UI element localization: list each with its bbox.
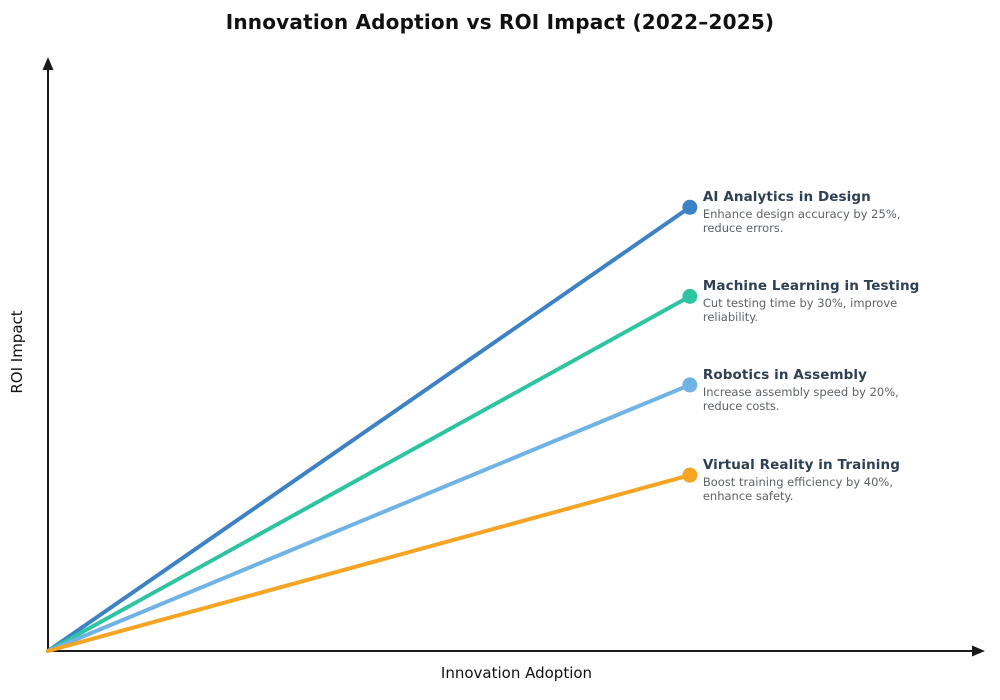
series-annotation-description: Increase assembly speed by 20%, reduce c… — [702, 384, 899, 413]
series-line — [46, 294, 692, 653]
series-annotation: AI Analytics in Design Enhance design acc… — [703, 189, 933, 235]
series-annotation: Virtual Reality in Training Boost trainin… — [703, 457, 933, 503]
series-endpoint-marker — [682, 377, 698, 393]
x-axis-arrow-icon — [972, 645, 985, 657]
series-annotation-description: Enhance design accuracy by 25%, reduce e… — [702, 207, 901, 236]
series-endpoint-marker — [682, 288, 698, 304]
series-annotation-title: Virtual Reality in Training — [702, 457, 900, 474]
series-annotation: Machine Learning in Testing Cut testing t… — [703, 278, 933, 324]
series-line — [46, 382, 692, 653]
y-axis-arrow-icon — [42, 57, 54, 70]
x-axis-label: Innovation Adoption — [440, 664, 593, 682]
series-line — [46, 473, 692, 653]
y-axis-label: ROI Impact — [8, 310, 26, 394]
series-endpoint-marker — [682, 467, 698, 483]
series-annotation-title: Robotics in Assembly — [702, 366, 868, 383]
series-annotation: Robotics in Assembly Increase assembly sp… — [703, 367, 933, 413]
series-annotation-description: Boost training efficiency by 40%, enhanc… — [702, 475, 894, 504]
series-line — [46, 205, 692, 653]
series-annotation-description: Cut testing time by 30%, improve reliabi… — [702, 296, 898, 325]
series-annotation-title: Machine Learning in Testing — [702, 278, 920, 295]
series-annotation-title: AI Analytics in Design — [702, 189, 871, 206]
series-endpoint-marker — [682, 199, 698, 215]
chart-title: Innovation Adoption vs ROI Impact (2022–… — [225, 10, 775, 34]
